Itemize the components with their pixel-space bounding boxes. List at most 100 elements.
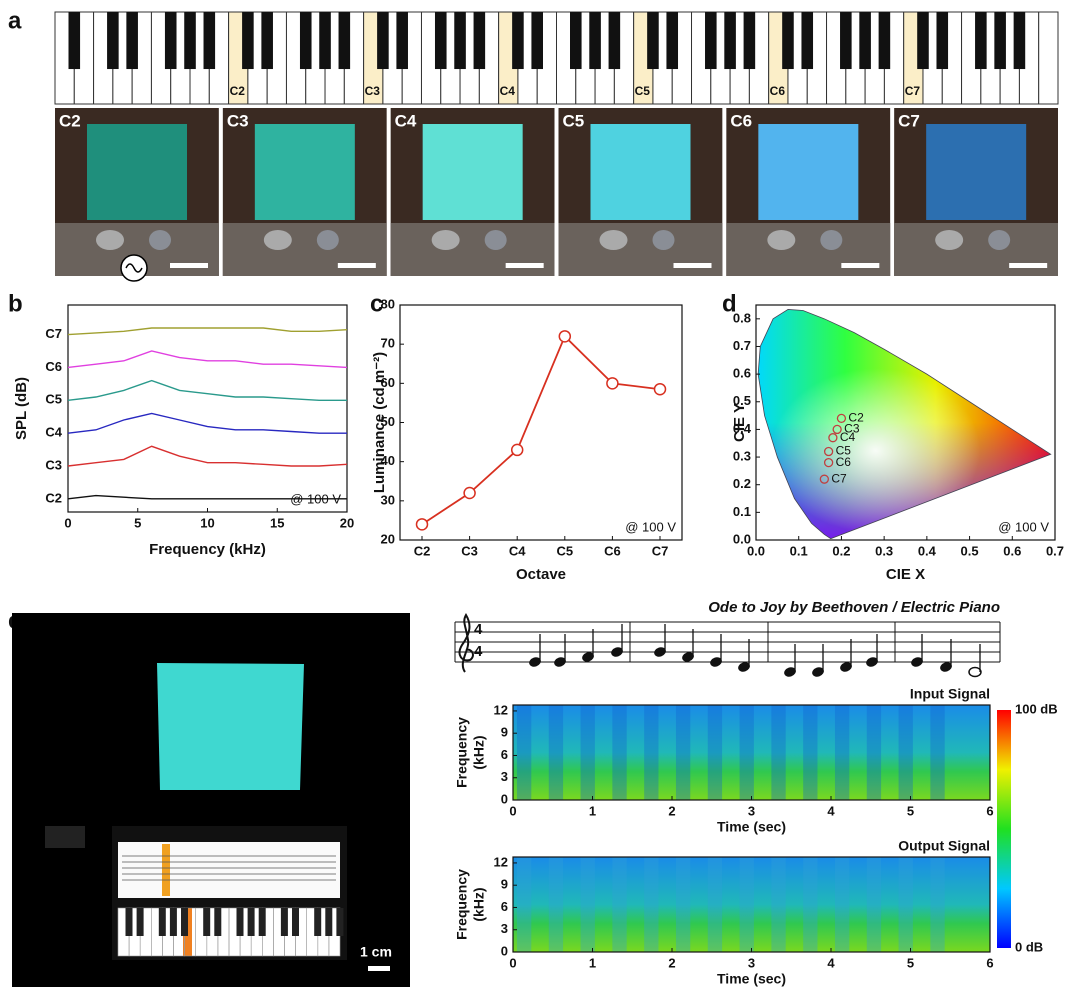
scale-bar: [368, 966, 390, 971]
key-label: C4: [500, 84, 516, 98]
series-label: C5: [45, 392, 62, 407]
el-device: [157, 663, 304, 790]
y-tick-label: 0.7: [733, 338, 751, 353]
note-band: [708, 857, 722, 952]
note-band: [803, 705, 817, 800]
x-tick-label: 20: [340, 515, 354, 530]
series-label: C6: [45, 359, 62, 374]
black-key: [319, 12, 331, 69]
note-band: [803, 857, 817, 952]
x-tick-label: 6: [986, 955, 993, 970]
y-axis-label: Frequency: [454, 717, 470, 788]
point-label: C6: [836, 455, 852, 469]
phone-black-key: [314, 908, 321, 936]
phone-black-key: [259, 908, 266, 936]
x-tick-label: 5: [907, 803, 914, 818]
spectrum-line: [68, 328, 347, 335]
black-key: [300, 12, 312, 69]
x-tick-label: 2: [668, 803, 675, 818]
phone-black-key: [292, 908, 299, 936]
y-tick-label: 0.3: [733, 448, 751, 463]
black-key: [782, 12, 794, 69]
y-tick-label: 12: [494, 854, 508, 869]
spectrum-line: [68, 446, 347, 466]
y-tick-label: 3: [501, 921, 508, 936]
electrode: [767, 230, 795, 250]
x-axis-label: Octave: [516, 566, 566, 583]
y-axis-label: (kHz): [471, 735, 487, 769]
marker: [559, 331, 570, 342]
el-device: [758, 124, 858, 220]
photo-floor: [223, 223, 387, 276]
electrode: [988, 230, 1010, 250]
cable: [45, 826, 85, 848]
panel-label: b: [8, 290, 23, 317]
chart-title: Output Signal: [898, 838, 990, 854]
panel-label: a: [8, 7, 22, 34]
note-band: [899, 857, 913, 952]
el-device: [591, 124, 691, 220]
electrode: [600, 230, 628, 250]
x-tick-label: 1: [589, 955, 596, 970]
time-signature: 4: [474, 621, 483, 638]
y-axis-label: Frequency: [454, 869, 470, 940]
black-key: [242, 12, 254, 69]
electrode: [432, 230, 460, 250]
phone-black-key: [336, 908, 343, 936]
note-band: [676, 857, 690, 952]
point-label: C7: [831, 471, 847, 485]
point-label: C4: [840, 430, 856, 444]
x-tick-label: 15: [270, 515, 284, 530]
chromaticity: [756, 305, 1055, 540]
x-tick-label: 2: [668, 955, 675, 970]
key-label: C2: [230, 84, 246, 98]
scale-label: 1 cm: [360, 944, 392, 960]
black-key: [126, 12, 138, 69]
key-label: C6: [770, 84, 786, 98]
photo-floor: [559, 223, 723, 276]
annotation: @ 100 V: [625, 519, 676, 534]
x-tick-label: C2: [414, 543, 431, 558]
x-tick-label: 3: [748, 955, 755, 970]
gamut: [756, 305, 1055, 540]
note-band: [930, 705, 944, 800]
electrode: [935, 230, 963, 250]
marker: [512, 444, 523, 455]
black-key: [435, 12, 447, 69]
black-key: [69, 12, 81, 69]
x-tick-label: 4: [827, 955, 835, 970]
spectrum-line: [68, 351, 347, 367]
black-key: [396, 12, 408, 69]
phone-black-key: [248, 908, 255, 936]
black-key: [512, 12, 524, 69]
black-key: [647, 12, 659, 69]
annotation: @ 100 V: [290, 491, 341, 506]
note-band: [835, 705, 849, 800]
chart-title: Input Signal: [910, 686, 990, 702]
x-tick-label: 0.2: [832, 543, 850, 558]
scale-bar: [338, 263, 376, 268]
el-device: [255, 124, 355, 220]
note-band: [644, 857, 658, 952]
y-tick-label: 0.2: [733, 476, 751, 491]
black-key: [204, 12, 216, 69]
marker: [417, 519, 428, 530]
x-tick-label: 5: [134, 515, 141, 530]
y-tick-label: 0.1: [733, 504, 751, 519]
electrode: [149, 230, 171, 250]
key-label: C5: [635, 84, 651, 98]
figure: a b c d e 1 cm Ode to Joy by Beethoven /…: [0, 0, 1066, 992]
key-label: C7: [905, 84, 921, 98]
x-tick-label: 0: [64, 515, 71, 530]
y-tick-label: 30: [381, 492, 395, 507]
phone-score: [118, 842, 340, 898]
x-tick-label: C3: [461, 543, 478, 558]
phone-black-key: [126, 908, 133, 936]
black-key: [975, 12, 987, 69]
black-key: [474, 12, 486, 69]
x-tick-label: 0.6: [1003, 543, 1021, 558]
x-tick-label: 0: [509, 955, 516, 970]
phone-black-key: [181, 908, 188, 936]
note-band: [930, 857, 944, 952]
scale-bar: [674, 263, 712, 268]
